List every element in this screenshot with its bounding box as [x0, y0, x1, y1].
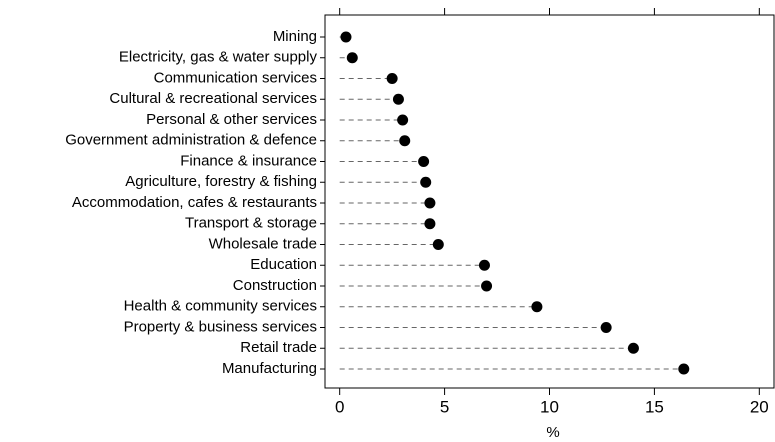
y-tick-label: Education	[250, 256, 317, 273]
y-tick-label: Transport & storage	[185, 215, 317, 232]
dot	[478, 259, 490, 271]
plot-frame	[324, 14, 775, 389]
y-tick-label: Electricity, gas & water supply	[119, 49, 318, 66]
y-tick-label: Construction	[233, 277, 317, 294]
dot	[432, 239, 444, 250]
dot	[392, 93, 404, 105]
dot	[397, 114, 409, 126]
y-tick-label: Accommodation, cafes & restaurants	[72, 194, 317, 211]
dot	[420, 176, 432, 188]
y-tick-label: Cultural & recreational services	[109, 90, 317, 107]
dot	[340, 31, 352, 43]
y-tick-label: Agriculture, forestry & fishing	[125, 173, 317, 190]
dot	[346, 52, 358, 64]
dot	[531, 301, 543, 313]
y-tick-label: Mining	[273, 28, 317, 45]
y-tick-label: Manufacturing	[222, 360, 317, 377]
y-tick-label: Retail trade	[240, 339, 317, 356]
y-tick-label: Finance & insurance	[180, 152, 317, 169]
y-tick-label: Government administration & defence	[65, 132, 317, 149]
dot	[399, 135, 411, 147]
x-tick-label: 20	[750, 397, 769, 416]
dot	[600, 322, 612, 333]
y-tick-label: Health & community services	[124, 298, 317, 315]
x-tick-label: 15	[645, 397, 664, 416]
x-tick-label: 0	[335, 397, 344, 416]
dot	[418, 156, 430, 167]
x-axis-label: %	[546, 424, 559, 441]
x-tick-label: 5	[440, 397, 449, 416]
dot	[424, 218, 436, 230]
y-tick-label: Communication services	[154, 69, 317, 86]
dot	[386, 73, 398, 84]
dot	[627, 342, 639, 354]
y-tick-label: Property & business services	[124, 318, 317, 335]
y-tick-label: Personal & other services	[146, 111, 317, 128]
dot	[424, 197, 436, 209]
dot	[481, 280, 493, 292]
dot	[678, 363, 690, 375]
x-tick-label: 10	[540, 397, 559, 416]
y-tick-label: Wholesale trade	[209, 235, 317, 252]
